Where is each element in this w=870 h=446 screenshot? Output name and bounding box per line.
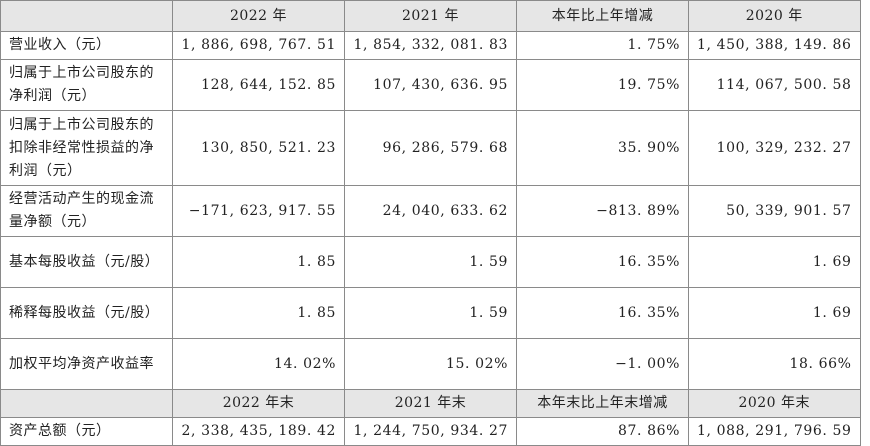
value-cell: 1. 85 [172,236,345,288]
subheader-end-2020: 2020 年末 [688,389,861,418]
value-cell: 100, 329, 232. 27 [688,110,861,186]
value-cell: 87. 86% [516,417,689,446]
value-cell: 50, 339, 901. 57 [688,185,861,237]
subheader-yoy-change: 本年末比上年末增减 [516,389,689,418]
value-cell: 2, 338, 435, 189. 42 [172,417,345,446]
value-cell: −171, 623, 917. 55 [172,185,345,237]
table-row: 稀释每股收益（元/股） 1. 85 1. 59 16. 35% 1. 69 [0,287,861,339]
subheader-end-2022: 2022 年末 [172,389,345,418]
value-cell: 96, 286, 579. 68 [344,110,517,186]
value-cell: 1. 59 [344,287,517,339]
value-cell: 15. 02% [344,338,517,390]
value-cell: 19. 75% [516,59,689,111]
value-cell: 130, 850, 521. 23 [172,110,345,186]
value-cell: 1, 854, 332, 081. 83 [344,31,517,60]
row-label: 经营活动产生的现金流量净额（元） [0,185,173,237]
row-label: 营业收入（元） [0,31,173,60]
value-cell: 35. 90% [516,110,689,186]
table-row: 基本每股收益（元/股） 1. 85 1. 59 16. 35% 1. 69 [0,236,861,288]
table-row: 加权平均净资产收益率 14. 02% 15. 02% −1. 00% 18. 6… [0,338,861,390]
row-label: 基本每股收益（元/股） [0,236,173,288]
value-cell: 16. 35% [516,236,689,288]
value-cell: 1, 244, 750, 934. 27 [344,417,517,446]
value-cell: 1. 69 [688,287,861,339]
value-cell: 128, 644, 152. 85 [172,59,345,111]
row-label: 资产总额（元） [0,417,173,446]
value-cell: 16. 35% [516,287,689,339]
table-row: 归属于上市公司股东的扣除非经常性损益的净利润（元） 130, 850, 521.… [0,110,861,186]
header-year-2022: 2022 年 [172,0,345,32]
header-yoy-change: 本年比上年增减 [516,0,689,32]
row-label: 稀释每股收益（元/股） [0,287,173,339]
table-header-row: 2022 年 2021 年 本年比上年增减 2020 年 [0,0,861,32]
table-row: 资产总额（元） 2, 338, 435, 189. 42 1, 244, 750… [0,417,861,446]
subheader-end-2021: 2021 年末 [344,389,517,418]
row-label: 归属于上市公司股东的扣除非经常性损益的净利润（元） [0,110,173,186]
value-cell: 1. 69 [688,236,861,288]
value-cell: 24, 040, 633. 62 [344,185,517,237]
value-cell: 1. 85 [172,287,345,339]
value-cell: 114, 067, 500. 58 [688,59,861,111]
header-year-2020: 2020 年 [688,0,861,32]
value-cell: −1. 00% [516,338,689,390]
value-cell: 1, 088, 291, 796. 59 [688,417,861,446]
table-row: 经营活动产生的现金流量净额（元） −171, 623, 917. 55 24, … [0,185,861,237]
value-cell: 1, 886, 698, 767. 51 [172,31,345,60]
value-cell: 1, 450, 388, 149. 86 [688,31,861,60]
table-subheader-row: 2022 年末 2021 年末 本年末比上年末增减 2020 年末 [0,389,861,418]
value-cell: 1. 59 [344,236,517,288]
header-year-2021: 2021 年 [344,0,517,32]
value-cell: 107, 430, 636. 95 [344,59,517,111]
header-label-cell [0,0,173,32]
table-row: 归属于上市公司股东的净利润（元） 128, 644, 152. 85 107, … [0,59,861,111]
row-label: 归属于上市公司股东的净利润（元） [0,59,173,111]
value-cell: 18. 66% [688,338,861,390]
subheader-label-cell [0,389,173,418]
table-row: 营业收入（元） 1, 886, 698, 767. 51 1, 854, 332… [0,31,861,60]
value-cell: −813. 89% [516,185,689,237]
row-label: 加权平均净资产收益率 [0,338,173,390]
value-cell: 1. 75% [516,31,689,60]
value-cell: 14. 02% [172,338,345,390]
